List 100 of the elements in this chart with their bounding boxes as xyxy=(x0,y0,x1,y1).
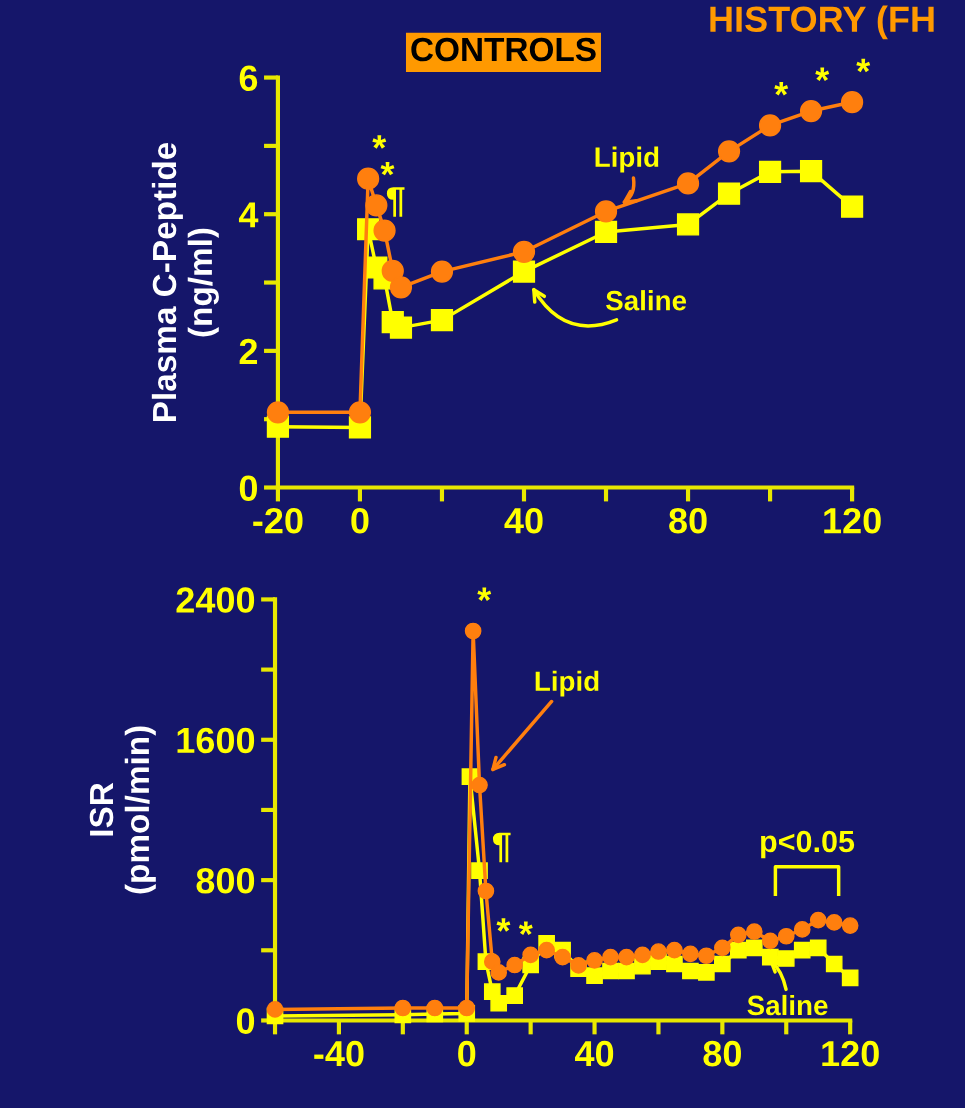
text: Lipid xyxy=(535,670,599,697)
y-tick-label: 1600 xyxy=(177,727,255,754)
annotation: p<0.05 xyxy=(761,830,855,859)
point xyxy=(840,195,864,218)
point xyxy=(618,948,635,966)
chart-title: CONTROLS xyxy=(411,37,596,62)
point xyxy=(758,160,782,183)
y-axis-title: ISR (pmol/min) xyxy=(89,726,156,894)
x-tick-label: -40 xyxy=(314,1040,364,1067)
y-tick-label: 800 xyxy=(196,867,255,894)
point xyxy=(506,956,524,974)
point xyxy=(825,914,843,931)
series-label: Lipid xyxy=(595,146,659,173)
point xyxy=(538,941,555,959)
x-tick-label: 80 xyxy=(669,507,707,534)
annotation: * xyxy=(815,67,830,82)
annotation: * xyxy=(372,135,387,149)
y-tick-label: 2400 xyxy=(176,587,255,613)
legend-label: Saline xyxy=(606,290,687,311)
point xyxy=(793,921,811,938)
annotation: ¶ xyxy=(492,832,511,863)
y-tick-label: 6 xyxy=(239,65,258,91)
point xyxy=(594,200,618,223)
x-tick-label: 40 xyxy=(575,1040,614,1067)
point xyxy=(348,401,372,424)
point xyxy=(676,213,700,236)
point xyxy=(676,172,700,195)
point xyxy=(430,260,454,283)
point xyxy=(266,401,290,424)
point xyxy=(394,999,412,1017)
x-tick-label: 80 xyxy=(703,1040,741,1067)
y-axis-title: Plasma C-Peptide (ng/ml) xyxy=(151,142,219,422)
point xyxy=(554,948,571,966)
point xyxy=(430,309,454,332)
x-tick-label: 120 xyxy=(822,1040,879,1067)
point xyxy=(365,194,388,217)
x-tick-label: 40 xyxy=(504,507,543,534)
x-tick-label: 120 xyxy=(824,507,881,534)
point xyxy=(594,220,618,244)
point xyxy=(389,316,413,339)
point xyxy=(357,167,380,190)
point xyxy=(714,939,731,957)
x-tick-label: -20 xyxy=(253,507,303,534)
point xyxy=(698,947,715,965)
text: HISTORY (FH xyxy=(710,5,934,40)
point xyxy=(840,91,864,114)
point xyxy=(490,994,508,1012)
point xyxy=(634,946,651,964)
point xyxy=(381,259,404,283)
annotation: * xyxy=(380,161,395,176)
point xyxy=(793,941,811,959)
point xyxy=(729,926,747,944)
point xyxy=(586,951,603,969)
point xyxy=(714,955,731,973)
annotation: ¶ xyxy=(386,187,405,217)
point xyxy=(471,776,488,794)
point xyxy=(602,948,619,966)
point xyxy=(758,114,782,137)
point xyxy=(522,946,539,964)
y-tick-label: 2 xyxy=(239,338,258,364)
point xyxy=(512,260,536,283)
point xyxy=(809,939,827,957)
point xyxy=(745,939,763,957)
point xyxy=(666,941,683,959)
annotation: * xyxy=(496,918,511,932)
point xyxy=(570,957,587,974)
point xyxy=(389,276,413,299)
point xyxy=(650,943,667,960)
y-tick-label: 4 xyxy=(238,202,259,228)
point xyxy=(799,160,823,183)
point xyxy=(825,955,843,973)
point xyxy=(841,969,859,987)
point xyxy=(761,932,779,950)
point xyxy=(682,945,699,963)
point xyxy=(477,882,495,900)
point xyxy=(799,99,823,123)
annotation: * xyxy=(518,921,533,936)
point xyxy=(506,987,524,1004)
point xyxy=(512,240,536,263)
point xyxy=(426,999,444,1017)
point xyxy=(266,1001,284,1018)
legend-label: Saline xyxy=(747,994,828,1016)
point xyxy=(586,967,603,984)
annotation: * xyxy=(856,58,871,73)
point xyxy=(458,999,476,1017)
y-tick-label: 0 xyxy=(236,1008,255,1034)
point xyxy=(777,927,795,945)
point xyxy=(717,140,741,163)
annotation: * xyxy=(477,587,492,601)
annotation: * xyxy=(774,81,789,96)
point xyxy=(841,917,859,934)
point xyxy=(373,219,396,242)
point xyxy=(698,964,715,981)
point xyxy=(809,911,827,929)
x-tick-label: 0 xyxy=(458,1040,476,1067)
point xyxy=(464,622,482,640)
point xyxy=(490,964,508,981)
y-tick-label: 0 xyxy=(239,475,257,501)
point xyxy=(745,923,763,941)
x-tick-label: 0 xyxy=(351,507,369,534)
